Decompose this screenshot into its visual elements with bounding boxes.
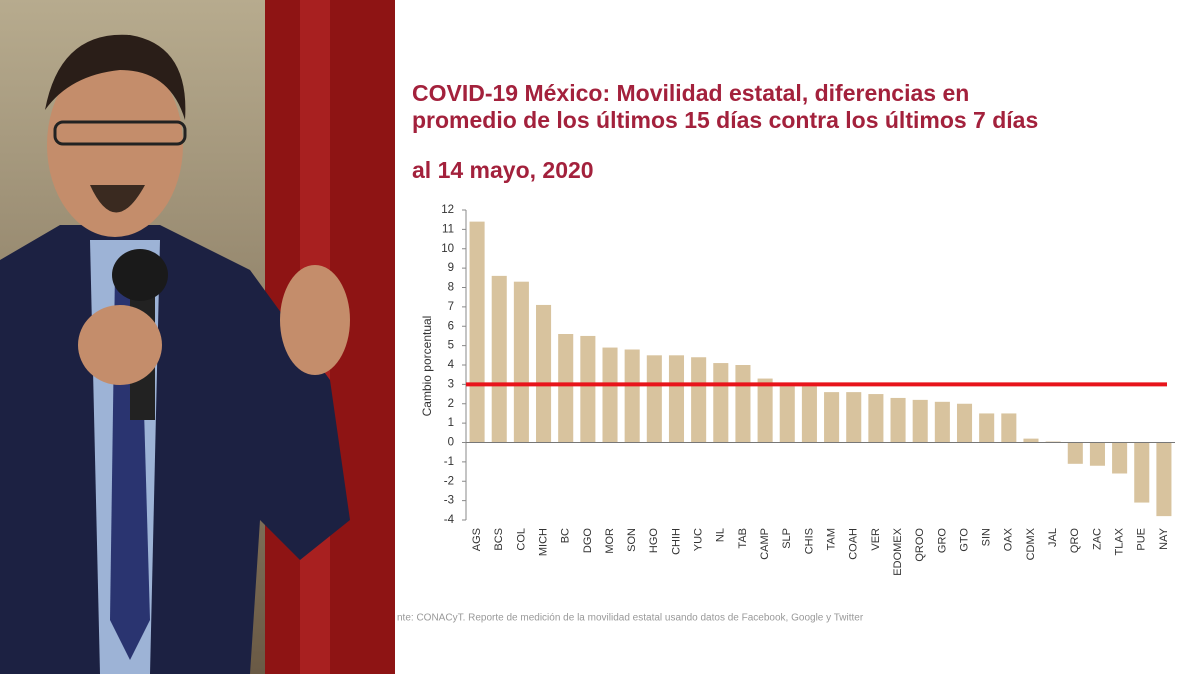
x-tick-label: BC	[560, 528, 572, 543]
x-tick-label: HGO	[648, 528, 660, 554]
y-tick-label: 6	[448, 320, 454, 332]
x-tick-label: TLAX	[1114, 527, 1126, 555]
y-tick-label: 2	[448, 398, 454, 410]
bar	[602, 347, 618, 443]
x-tick-label: QRO	[1069, 528, 1081, 554]
x-tick-label: DGO	[582, 528, 594, 554]
x-tick-label: NL	[715, 528, 727, 542]
x-tick-label: NAY	[1158, 527, 1170, 549]
y-tick-label: 4	[448, 359, 455, 371]
bar	[824, 392, 840, 443]
bar	[912, 399, 928, 443]
x-tick-label: QROO	[914, 528, 926, 562]
bar	[558, 334, 574, 443]
y-tick-label: -3	[444, 495, 454, 507]
bar	[1134, 442, 1150, 503]
y-tick-label: -4	[444, 514, 455, 526]
bar	[735, 365, 751, 443]
x-tick-label: COAH	[848, 528, 860, 560]
bar	[1001, 413, 1017, 443]
x-tick-label: SLP	[781, 528, 793, 549]
bar	[513, 281, 529, 443]
bar	[890, 397, 906, 443]
chart-background	[395, 0, 1200, 674]
bar	[1067, 442, 1083, 464]
y-tick-label: 1	[448, 417, 454, 429]
x-tick-label: VER	[870, 528, 882, 551]
bar	[691, 357, 707, 443]
bar	[624, 349, 640, 443]
photo	[0, 0, 395, 674]
x-tick-label: MICH	[537, 528, 549, 556]
chart-subtitle: al 14 mayo, 2020	[412, 157, 594, 183]
y-tick-label: 0	[448, 437, 454, 449]
bar	[469, 221, 485, 443]
x-tick-label: TAB	[737, 528, 749, 549]
x-tick-label: JAL	[1047, 528, 1059, 547]
y-tick-label: 8	[448, 282, 454, 294]
x-tick-label: TAM	[825, 528, 837, 550]
y-tick-label: 5	[448, 340, 454, 352]
chart-title-line-1: COVID-19 México: Movilidad estatal, dife…	[412, 80, 969, 106]
bar	[956, 403, 973, 443]
y-tick-label: 11	[442, 223, 454, 235]
x-tick-label: CHIS	[803, 528, 815, 554]
bar	[580, 335, 596, 443]
bar	[846, 392, 862, 443]
x-tick-label: AGS	[471, 528, 483, 551]
x-tick-label: PUE	[1136, 528, 1148, 551]
x-tick-label: GTO	[958, 528, 970, 552]
bar	[801, 386, 817, 443]
y-tick-label: 10	[441, 243, 454, 255]
source: nte: CONACyT. Reporte de medición de la …	[397, 613, 864, 624]
x-tick-label: MOR	[604, 528, 616, 554]
bar	[1112, 442, 1128, 474]
y-tick-label: 7	[448, 301, 454, 313]
y-axis-label: Cambio porcentual	[420, 316, 434, 417]
x-tick-label: YUC	[693, 528, 705, 551]
bar	[757, 378, 773, 443]
bar	[668, 355, 685, 443]
bar	[491, 275, 507, 443]
bar	[1089, 442, 1105, 466]
x-tick-label: EDOMEX	[892, 527, 904, 575]
y-tick-label: 9	[448, 262, 454, 274]
y-tick-label: -1	[444, 456, 454, 468]
x-tick-label: CAMP	[759, 528, 771, 560]
bar	[1023, 438, 1039, 443]
x-tick-label: CDMX	[1025, 527, 1037, 560]
bar	[1156, 442, 1172, 517]
x-tick-label: CHIH	[670, 528, 682, 555]
x-tick-label: OAX	[1003, 527, 1015, 551]
bar	[934, 401, 950, 443]
x-tick-label: ZAC	[1091, 528, 1103, 550]
y-tick-label: -2	[444, 475, 454, 487]
x-tick-label: SON	[626, 528, 638, 552]
chart-title-line-2: promedio de los últimos 15 días contra l…	[412, 107, 1038, 133]
x-tick-label: GRO	[936, 528, 948, 554]
bar	[779, 386, 795, 443]
bar	[979, 413, 995, 443]
bar	[713, 363, 729, 443]
bar	[646, 355, 662, 443]
y-tick-label: 3	[448, 378, 454, 390]
bar	[868, 394, 884, 443]
x-tick-label: SIN	[981, 528, 993, 546]
bar	[536, 304, 552, 443]
x-tick-label: BCS	[493, 528, 505, 551]
y-tick-label: 12	[441, 204, 454, 216]
x-tick-label: COL	[515, 528, 527, 551]
